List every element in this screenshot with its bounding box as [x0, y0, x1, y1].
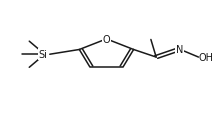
Text: Si: Si — [39, 50, 48, 60]
Text: N: N — [176, 45, 183, 55]
Text: OH: OH — [199, 53, 214, 62]
Text: O: O — [103, 35, 110, 44]
